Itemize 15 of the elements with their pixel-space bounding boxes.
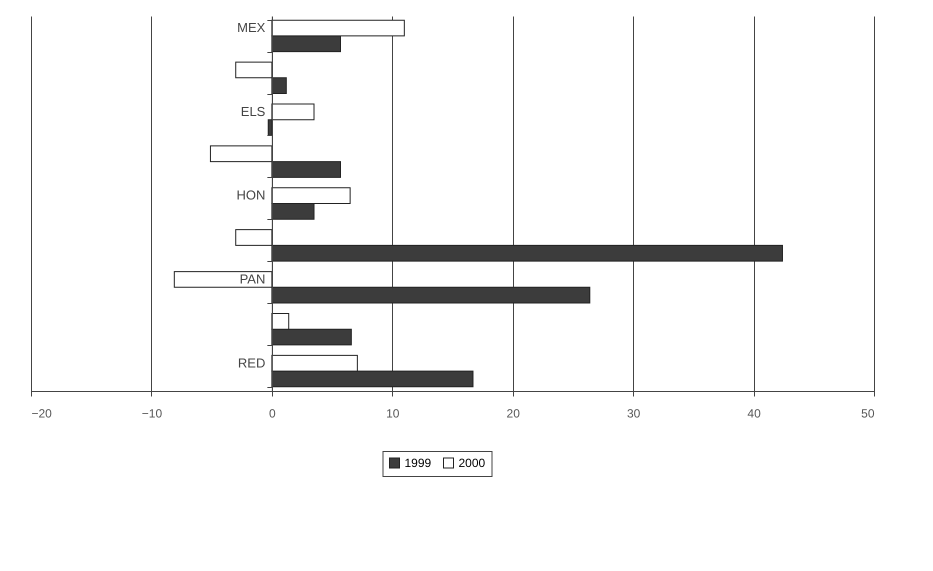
y-tick-label: PAN (240, 271, 266, 286)
x-tick-label: 10 (386, 406, 400, 420)
y-tick-label: RED (238, 355, 266, 370)
y-tick-label: MEX (237, 20, 266, 36)
y-tick-label: HON (236, 188, 266, 203)
x-tick-label: 30 (626, 406, 641, 420)
x-tick-label: −10 (142, 406, 162, 420)
x-tick-label: −20 (32, 406, 52, 420)
y-tick-label: ELS (240, 104, 266, 119)
x-tick-label: 50 (861, 406, 875, 420)
x-tick-label: 0 (269, 406, 276, 420)
legend-label: 1999 (404, 456, 432, 470)
x-tick-label: 20 (506, 406, 520, 420)
legend-label: 2000 (458, 456, 486, 470)
x-tick-label: 40 (747, 406, 762, 420)
